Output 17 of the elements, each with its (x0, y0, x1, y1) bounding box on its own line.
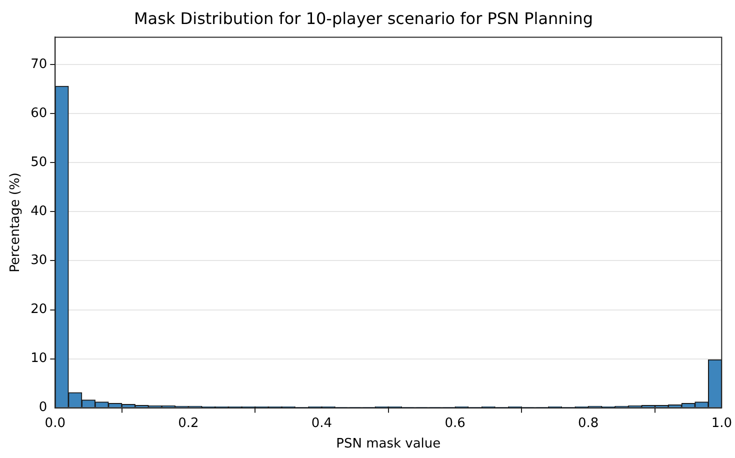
x-tick-label: 1.0 (711, 416, 732, 431)
y-tick-label: 30 (30, 253, 48, 268)
y-axis-title: Percentage (%) (8, 172, 24, 272)
x-tick-label: 0.0 (44, 416, 66, 431)
y-tick-label: 70 (30, 57, 48, 72)
x-tick-label: 0.2 (178, 416, 199, 431)
y-tick-label: 50 (30, 155, 48, 170)
chart-title: Mask Distribution for 10-player scenario for PSN Planning (134, 8, 594, 28)
y-tick-label: 40 (30, 204, 48, 220)
x-tick-label: 0.8 (578, 416, 599, 431)
y-tick-label: 0 (38, 400, 48, 416)
y-tick-label: 60 (30, 106, 48, 122)
x-tick-label: 0.6 (444, 416, 466, 431)
x-axis-title: PSN mask value (336, 436, 441, 452)
x-tick-label: 0.4 (311, 416, 332, 431)
y-tick-label: 10 (30, 351, 48, 366)
y-tick-label: 20 (30, 302, 48, 318)
